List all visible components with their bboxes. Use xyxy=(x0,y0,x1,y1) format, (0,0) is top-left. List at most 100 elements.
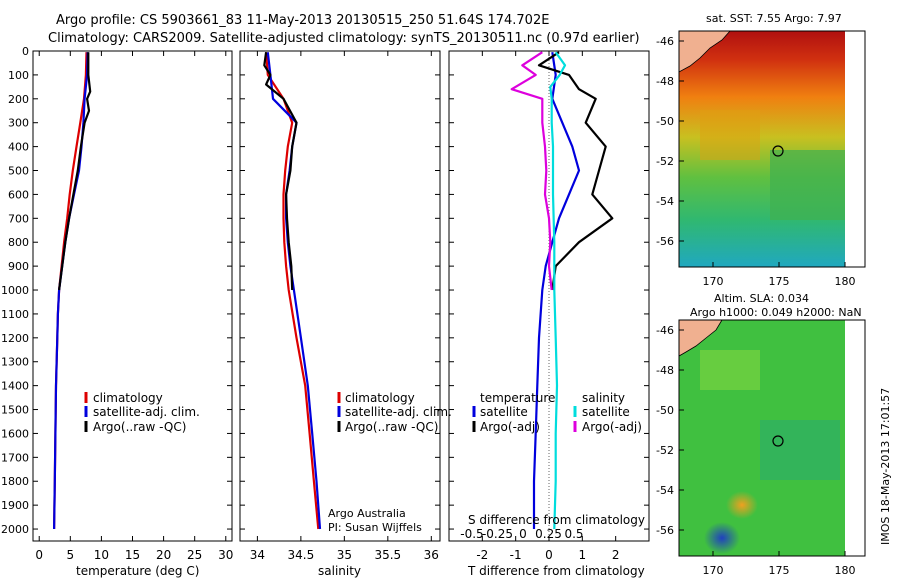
depth-tick-label: 600 xyxy=(8,188,29,201)
sst-land-newzealand xyxy=(678,30,731,73)
salinity-panel xyxy=(239,50,441,542)
x-tick-label: 35 xyxy=(337,548,352,562)
depth-tick-label: 1800 xyxy=(1,475,29,488)
s-difference-tick-label: 0.5 xyxy=(564,527,583,541)
depth-tick-label: 0 xyxy=(22,45,29,58)
latitude-tick-label: -50 xyxy=(656,404,674,417)
depth-tick-label: 500 xyxy=(8,165,29,178)
sla-land-newzealand xyxy=(678,319,723,357)
difference-legend: temperature satellite Argo(-adj) salinit… xyxy=(472,391,642,434)
depth-tick-label: 1700 xyxy=(1,451,29,464)
depth-tick-label: 1000 xyxy=(1,284,29,297)
legend-s-satellite-label: satellite xyxy=(582,405,630,419)
legend-climatology-label: climatology xyxy=(345,391,415,405)
latitude-tick-label: -56 xyxy=(656,235,674,248)
x-tick-label: 1 xyxy=(579,548,587,562)
depth-tick-label: 800 xyxy=(8,236,29,249)
x-tick-label: 30 xyxy=(218,548,233,562)
series-line-argo-raw-qc xyxy=(263,52,298,291)
salinity-difference-axis-label: S difference from climatology xyxy=(468,513,645,527)
sla-map-title-line2: Argo h1000: 0.049 h2000: NaN xyxy=(690,306,862,319)
legend-t-satellite-label: satellite xyxy=(480,405,528,419)
depth-tick-label: 1400 xyxy=(1,380,29,393)
latitude-tick-label: -50 xyxy=(656,115,674,128)
s-difference-tick-label: 0 xyxy=(519,527,527,541)
longitude-tick-label: 170 xyxy=(703,564,724,577)
latitude-tick-label: -48 xyxy=(656,75,674,88)
x-tick-label: 0 xyxy=(545,548,553,562)
depth-tick-label: 1300 xyxy=(1,356,29,369)
legend-climatology-label: climatology xyxy=(93,391,163,405)
legend-salinity-heading: salinity xyxy=(582,391,625,405)
x-tick-label: 20 xyxy=(156,548,171,562)
legend-s-argo-label: Argo(-adj) xyxy=(582,420,642,434)
x-tick-label: 25 xyxy=(187,548,202,562)
credit-line2: PI: Susan Wijffels xyxy=(328,521,422,534)
depth-tick-label: 900 xyxy=(8,260,29,273)
sla-argo-location-marker xyxy=(772,435,784,447)
figure-title-line2: Climatology: CARS2009. Satellite-adjuste… xyxy=(48,31,640,46)
depth-tick-label: 1100 xyxy=(1,308,29,321)
x-tick-label: 34 xyxy=(250,548,265,562)
latitude-tick-label: -46 xyxy=(656,324,674,337)
longitude-tick-label: 180 xyxy=(835,564,856,577)
longitude-tick-label: 180 xyxy=(835,275,856,288)
s-difference-tick-label: 0.25 xyxy=(535,527,562,541)
legend-argo-label: Argo(..raw -QC) xyxy=(93,420,186,434)
x-tick-label: 0 xyxy=(35,548,43,562)
latitude-tick-label: -48 xyxy=(656,364,674,377)
x-tick-label: 15 xyxy=(125,548,140,562)
x-tick-label: -1 xyxy=(510,548,522,562)
latitude-tick-label: -46 xyxy=(656,35,674,48)
sst-map-frame xyxy=(678,30,866,268)
legend-temperature-heading: temperature xyxy=(480,391,555,405)
sst-argo-location-marker xyxy=(772,145,784,157)
sst-field-patch xyxy=(770,150,845,220)
depth-tick-label: 2000 xyxy=(1,523,29,536)
x-tick-label: 35.5 xyxy=(374,548,401,562)
series-line-t-argo-adj xyxy=(537,51,614,291)
depth-tick-label: 1900 xyxy=(1,499,29,512)
sla-map-frame xyxy=(678,319,866,557)
s-difference-tick-label: -0.5 xyxy=(460,527,483,541)
legend-argo-label: Argo(..raw -QC) xyxy=(345,420,438,434)
series-line-s-satellite xyxy=(549,51,567,530)
depth-tick-label: 700 xyxy=(8,212,29,225)
legend-satellite-label: satellite-adj. clim. xyxy=(345,405,452,419)
x-tick-label: 2 xyxy=(612,548,620,562)
sla-field-patch xyxy=(700,350,760,390)
legend-t-argo-label: Argo(-adj) xyxy=(480,420,540,434)
sla-field-patch xyxy=(760,420,840,480)
difference-panel xyxy=(448,50,650,542)
depth-tick-label: 1500 xyxy=(1,404,29,417)
longitude-tick-label: 175 xyxy=(769,564,790,577)
temperature-panel xyxy=(32,50,233,542)
latitude-tick-label: -56 xyxy=(656,524,674,537)
sla-map-title-line1: Altim. SLA: 0.034 xyxy=(714,292,809,305)
temperature-legend: climatology satellite-adj. clim. Argo(..… xyxy=(84,391,200,434)
credit-line1: Argo Australia xyxy=(328,507,406,520)
sst-map-title: sat. SST: 7.55 Argo: 7.97 xyxy=(706,12,842,25)
sla-high-anomaly xyxy=(726,491,758,519)
series-line-climatology xyxy=(265,52,320,530)
series-line-argo-raw-qc xyxy=(58,52,92,291)
longitude-tick-label: 175 xyxy=(769,275,790,288)
salinity-axis-label: salinity xyxy=(318,564,361,578)
s-difference-tick-label: -0.25 xyxy=(482,527,513,541)
timestamp-label: IMOS 18-May-2013 17:01:57 xyxy=(879,388,892,545)
series-line-s-argo-adj xyxy=(510,51,553,291)
x-tick-label: 5 xyxy=(66,548,74,562)
depth-tick-label: 400 xyxy=(8,141,29,154)
sla-nodata-strip xyxy=(845,320,865,556)
sst-map xyxy=(678,30,866,268)
series-line-satellite-adj-clim xyxy=(53,52,89,530)
x-tick-label: -2 xyxy=(476,548,488,562)
series-line-t-satellite xyxy=(532,52,581,529)
x-tick-label: 10 xyxy=(94,548,109,562)
sla-map xyxy=(678,319,866,557)
legend-satellite-label: satellite-adj. clim. xyxy=(93,405,200,419)
x-tick-label: 34.5 xyxy=(288,548,315,562)
latitude-tick-label: -54 xyxy=(656,484,674,497)
latitude-tick-label: -52 xyxy=(656,444,674,457)
